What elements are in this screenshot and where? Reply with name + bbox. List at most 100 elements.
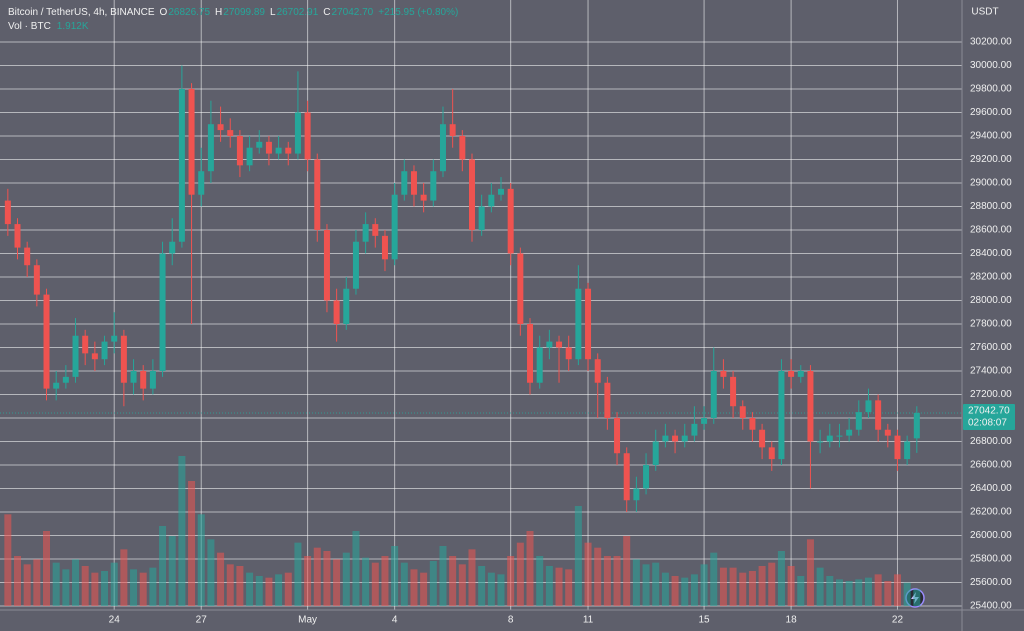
candle-body <box>604 382 611 418</box>
candle-body <box>488 194 495 207</box>
volume-bar <box>536 556 544 606</box>
candle-body <box>343 288 350 324</box>
volume-bar <box>816 567 824 606</box>
volume-value: 1.912K <box>57 21 89 32</box>
volume-bar <box>14 556 22 606</box>
candle-body <box>662 435 669 442</box>
y-tick-label: 28400.00 <box>970 248 1012 259</box>
candle-body <box>285 147 292 154</box>
volume-bar <box>526 531 534 606</box>
volume-bar <box>207 539 215 606</box>
volume-bar <box>797 576 805 606</box>
candle-body <box>246 147 253 166</box>
volume-bar <box>584 542 592 606</box>
y-tick-label: 29200.00 <box>970 154 1012 165</box>
candle-body <box>904 441 911 460</box>
x-tick-label: 18 <box>786 615 798 626</box>
candle-body <box>352 241 359 289</box>
price-tag-countdown: 02:08:07 <box>968 418 1007 429</box>
volume-bar <box>835 579 843 606</box>
volume-bar <box>265 577 273 606</box>
candle-body <box>207 124 214 172</box>
volume-bar <box>226 564 234 606</box>
y-tick-label: 26800.00 <box>970 436 1012 447</box>
candle-body <box>585 288 592 360</box>
candle-body <box>652 441 659 465</box>
candle-body <box>236 135 243 166</box>
volume-bar <box>33 559 41 606</box>
volume-bar <box>739 572 747 606</box>
candle-body <box>739 406 746 418</box>
candle-body <box>826 435 833 442</box>
volume-bar <box>420 572 428 606</box>
candle-body <box>314 159 321 230</box>
candle-body <box>759 429 766 448</box>
candle-body <box>304 112 311 160</box>
x-tick-label: 24 <box>109 615 121 626</box>
candle-body <box>546 341 553 348</box>
candle-body <box>517 253 524 324</box>
volume-bar <box>748 571 756 606</box>
volume-bar <box>217 552 225 606</box>
candle-body <box>672 435 679 442</box>
candle-body <box>227 130 234 136</box>
candle-body <box>149 370 156 389</box>
price-tag-value: 27042.70 <box>968 406 1010 417</box>
volume-bar <box>120 549 128 606</box>
volume-bar <box>139 572 147 606</box>
x-tick-label: 11 <box>583 615 594 626</box>
candle-body <box>565 347 572 360</box>
volume-bar <box>845 581 853 606</box>
ohlc-key: H <box>215 7 222 18</box>
candle-body <box>633 488 640 501</box>
candle-body <box>256 141 263 148</box>
candle-body <box>623 453 630 501</box>
x-tick-label: May <box>298 615 317 626</box>
volume-bar <box>884 581 892 606</box>
volume-bar <box>507 556 515 606</box>
candle-body <box>507 188 514 254</box>
volume-bar <box>613 556 621 606</box>
volume-bar <box>391 546 399 606</box>
ohlc-value: 26826.75 <box>168 7 210 18</box>
volume-bar <box>362 557 370 606</box>
candle-body <box>188 88 195 195</box>
volume-bar <box>710 552 718 606</box>
y-tick-label: 30000.00 <box>970 60 1012 71</box>
volume-bar <box>342 552 350 606</box>
x-tick-label: 27 <box>196 615 208 626</box>
x-tick-label: 4 <box>392 615 398 626</box>
candle-body <box>701 417 708 424</box>
volume-bar <box>719 567 727 606</box>
volume-bar <box>400 562 408 606</box>
y-tick-label: 25400.00 <box>970 601 1012 612</box>
y-tick-label: 28200.00 <box>970 272 1012 283</box>
volume-bars <box>4 456 921 606</box>
x-tick-label: 8 <box>508 615 514 626</box>
candle-body <box>410 171 417 195</box>
x-tick-label: 15 <box>699 615 711 626</box>
price-change: +215.95 (+0.80%) <box>378 7 458 18</box>
candle-body <box>198 171 205 195</box>
volume-bar <box>632 559 640 606</box>
volume-bar <box>574 506 582 606</box>
candle-body <box>449 124 456 136</box>
volume-bar <box>758 566 766 606</box>
candle-body <box>169 241 176 254</box>
volume-bar <box>487 572 495 606</box>
volume-bar <box>864 577 872 606</box>
volume-bar <box>188 481 196 606</box>
candle-body <box>681 435 688 442</box>
y-tick-label: 26000.00 <box>970 530 1012 541</box>
volume-label: Vol · BTC <box>8 21 51 32</box>
volume-bar <box>681 577 689 606</box>
volume-bar <box>284 572 292 606</box>
volume-bar <box>333 559 341 606</box>
volume-bar <box>458 564 466 606</box>
volume-bar <box>294 542 302 606</box>
candle-body <box>362 224 369 242</box>
volume-bar <box>768 562 776 606</box>
volume-bar <box>671 576 679 606</box>
volume-bar <box>594 547 602 606</box>
